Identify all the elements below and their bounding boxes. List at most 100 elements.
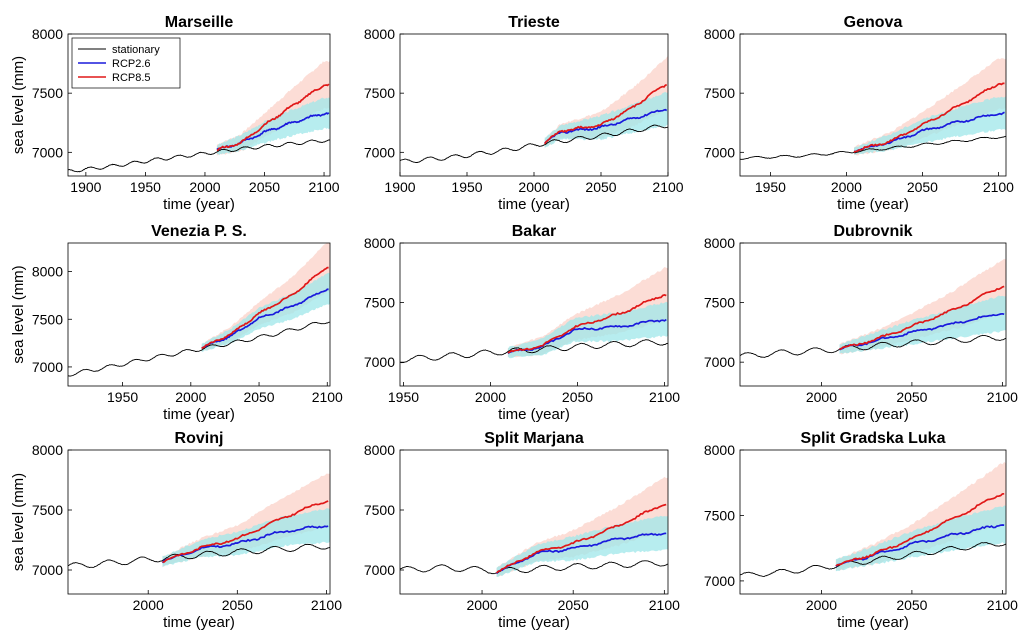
x-tick-label: 2050 [558, 597, 589, 613]
x-tick-label: 1950 [107, 389, 138, 405]
x-axis-label: time (year) [837, 406, 909, 423]
panel-trieste: 1900 1950 2000 2050 2100 7000 7500 8000 Trieste t… [364, 14, 684, 213]
y-tick-label: 7500 [364, 502, 395, 518]
x-tick-label: 2100 [308, 179, 339, 195]
panel-venezia-p-s: 1950 2000 2050 2100 7000 7500 8000 Venezia P. S… [10, 223, 343, 423]
x-tick-label: 1900 [384, 179, 415, 195]
stationary-series-line [68, 139, 330, 173]
rcp85-series-line [216, 83, 330, 152]
x-tick-label: 1950 [755, 179, 786, 195]
panel-title: Split Gradska Luka [801, 430, 946, 447]
stationary-series-line [740, 135, 1006, 160]
x-tick-label: 2100 [311, 597, 342, 613]
y-axis-label: sea level (mm) [10, 473, 27, 571]
plot-area [740, 462, 1006, 577]
axes-frame [67, 449, 331, 595]
x-tick-label: 2100 [987, 389, 1018, 405]
x-axis-label: time (year) [837, 196, 909, 213]
legend: stationary RCP2.6 RCP8.5 [71, 37, 181, 89]
rcp26-series-line [835, 524, 1005, 568]
x-axis-label: time (year) [163, 196, 235, 213]
x-tick-label: 2100 [983, 179, 1014, 195]
panel-title: Dubrovnik [833, 223, 912, 240]
x-tick-label: 2050 [562, 389, 593, 405]
rcp26-uncertainty-band [544, 91, 668, 149]
x-tick-label: 2100 [652, 179, 683, 195]
panel-title: Trieste [508, 14, 560, 31]
x-tick-label: 2050 [896, 597, 927, 613]
rcp85-series-line [507, 294, 667, 354]
x-tick-label: 2000 [518, 179, 549, 195]
panel-title: Venezia P. S. [151, 223, 247, 240]
y-tick-label: 7000 [32, 144, 63, 160]
x-tick-label: 2050 [896, 389, 927, 405]
y-tick-label: 7000 [32, 562, 63, 578]
y-tick-label: 7000 [704, 573, 735, 589]
x-tick-label: 2000 [806, 597, 837, 613]
rcp85-series-line [162, 500, 329, 564]
y-tick-label: 8000 [32, 264, 63, 280]
rcp85-uncertainty-band [835, 462, 1006, 571]
axes-frame [739, 449, 1007, 595]
rcp85-uncertainty-band [201, 243, 330, 351]
rcp85-series-line [495, 503, 667, 574]
y-tick-label: 8000 [704, 442, 735, 458]
x-tick-label: 2050 [585, 179, 616, 195]
x-tick-label: 1950 [130, 179, 161, 195]
stationary-series-line [400, 560, 668, 575]
y-tick-label: 7500 [704, 507, 735, 523]
rcp85-uncertainty-band [507, 267, 668, 358]
panel-title: Rovinj [175, 430, 224, 447]
y-tick-label: 7500 [32, 502, 63, 518]
panel-split-gradska-luka: 2000 2050 2100 7000 7500 8000 Split Gradska Lu… [704, 430, 1018, 631]
x-tick-label: 2000 [831, 179, 862, 195]
x-tick-label: 2000 [175, 389, 206, 405]
x-tick-label: 2000 [806, 389, 837, 405]
stationary-series-line [68, 543, 330, 568]
panel-rovinj: 2000 2050 2100 7000 7500 8000 Rovinj time (year… [10, 430, 342, 631]
rcp85-series-line [543, 83, 668, 145]
x-axis-label: time (year) [163, 406, 235, 423]
stationary-series-line [740, 542, 1006, 577]
y-tick-label: 7500 [704, 85, 735, 101]
y-tick-label: 8000 [704, 235, 735, 251]
axes-frame [739, 33, 1007, 177]
x-tick-label: 1950 [451, 179, 482, 195]
rcp26-uncertainty-band [162, 508, 330, 568]
rcp85-uncertainty-band [854, 58, 1006, 156]
panel-dubrovnik: 2000 2050 2100 7000 7500 8000 Dubrovnik time (y… [704, 223, 1018, 423]
rcp26-series-line [544, 108, 668, 144]
x-axis-label: time (year) [498, 196, 570, 213]
x-tick-label: 2050 [907, 179, 938, 195]
y-tick-label: 8000 [364, 235, 395, 251]
rcp85-series-line [839, 285, 1005, 351]
legend-entry: RCP8.5 [112, 72, 151, 84]
rcp26-uncertainty-band [835, 505, 1006, 572]
y-tick-label: 7000 [704, 354, 735, 370]
x-axis-label: time (year) [163, 614, 235, 631]
stationary-series-line [400, 124, 668, 163]
y-tick-label: 8000 [364, 26, 395, 42]
rcp85-series-line [835, 492, 1005, 567]
stationary-series-line [740, 334, 1006, 358]
axes-frame [399, 449, 669, 595]
x-tick-label: 2100 [987, 597, 1018, 613]
plot-area [740, 58, 1006, 160]
x-tick-label: 2050 [249, 179, 280, 195]
rcp85-uncertainty-band [216, 60, 330, 156]
x-tick-label: 1950 [388, 389, 419, 405]
y-tick-label: 7000 [364, 562, 395, 578]
axes-frame [67, 242, 331, 387]
x-tick-label: 1900 [70, 179, 101, 195]
y-tick-label: 8000 [32, 442, 63, 458]
axes-frame [739, 242, 1007, 387]
x-tick-label: 2100 [312, 389, 343, 405]
y-tick-label: 7500 [364, 85, 395, 101]
panel-marseille: 1900 1950 2000 2050 2100 7000 7500 8000 Marseill… [10, 14, 340, 213]
plot-area [68, 473, 330, 568]
y-tick-label: 7500 [704, 295, 735, 311]
x-tick-label: 2000 [466, 597, 497, 613]
x-tick-label: 2000 [189, 179, 220, 195]
x-tick-label: 2100 [649, 597, 680, 613]
legend-entry: RCP2.6 [112, 58, 151, 70]
